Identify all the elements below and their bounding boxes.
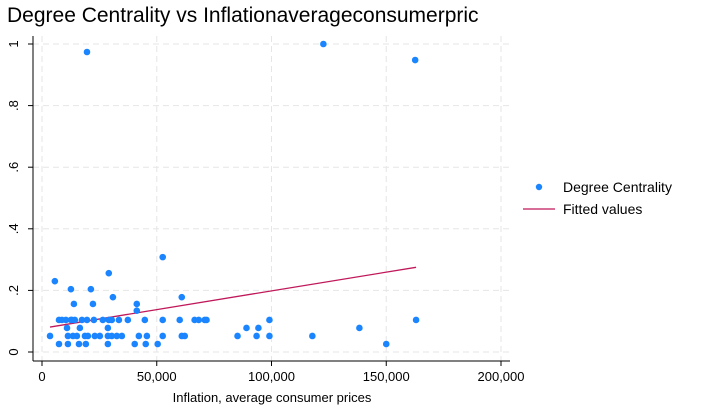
x-tick-label: 100,000 [248,369,295,384]
data-point [133,307,141,315]
data-point [84,332,92,340]
data-point [113,332,121,340]
data-point [104,340,112,348]
legend-label-fitted-values: Fitted values [563,201,642,217]
data-point [133,300,141,308]
data-point [131,340,139,348]
data-point [108,316,116,324]
data-point [195,316,203,324]
data-point [142,340,150,348]
data-point [234,332,241,340]
data-point [255,324,262,332]
y-tick-label: .4 [6,223,21,234]
x-tick-label: 150,000 [363,369,410,384]
y-tick-label: .6 [6,162,21,173]
x-tick-label: 0 [38,369,45,384]
data-point [62,316,70,324]
data-point [73,332,81,340]
data-point [411,56,419,64]
data-point [71,316,79,324]
x-tick-label: 50,000 [137,369,177,384]
legend: Degree Centrality Fitted values [523,179,672,217]
data-point [78,316,86,324]
x-tick-label: 200,000 [478,369,525,384]
data-point [178,293,186,301]
data-point [91,332,99,340]
y-tick-label: .8 [6,100,21,111]
data-point [159,332,167,340]
data-point [115,316,123,324]
data-point [67,285,75,293]
data-point [243,324,250,332]
data-point [96,332,104,340]
data-point [55,340,63,348]
data-point [89,300,97,308]
data-point [90,316,98,324]
grid-lines [33,36,510,361]
data-point [108,332,116,340]
legend-marker-degree-centrality [535,183,543,191]
data-point [320,40,327,48]
data-point [76,324,84,332]
data-point [83,316,91,324]
legend-label-degree-centrality: Degree Centrality [563,179,672,195]
data-point [266,332,273,340]
data-point [99,316,107,324]
data-point [159,253,167,261]
data-point [63,324,71,332]
data-point [266,316,273,324]
data-point [75,340,83,348]
chart-title: Degree Centrality vs Inflationaveragecon… [7,4,479,27]
data-point [253,332,260,340]
data-point [124,316,132,324]
data-point [87,285,95,293]
data-point [309,332,316,340]
data-point [70,300,78,308]
data-point [104,324,112,332]
data-point [141,316,149,324]
data-point [181,332,189,340]
data-point [154,340,161,348]
data-point [118,332,126,340]
data-point [135,332,143,340]
data-point [143,332,151,340]
data-point [203,316,210,324]
data-point [382,340,390,348]
y-tick-label: .2 [6,285,21,296]
data-point [51,277,59,285]
data-point [64,340,72,348]
axes: 0 .2 .4 .6 .8 1 0 50,000 100,000 150,000 200,000 [6,36,525,384]
data-point [412,316,420,324]
data-point [105,269,113,277]
data-point [82,340,90,348]
data-point [64,332,72,340]
y-tick-label: 0 [6,348,21,355]
data-point [46,332,54,340]
x-axis-title: Inflation, average consumer prices [173,390,372,405]
data-point [176,316,183,324]
data-point [356,324,363,332]
data-marks [46,40,420,348]
data-point [109,293,117,301]
data-point [83,48,91,56]
data-point [159,316,167,324]
y-tick-label: 1 [6,40,21,47]
